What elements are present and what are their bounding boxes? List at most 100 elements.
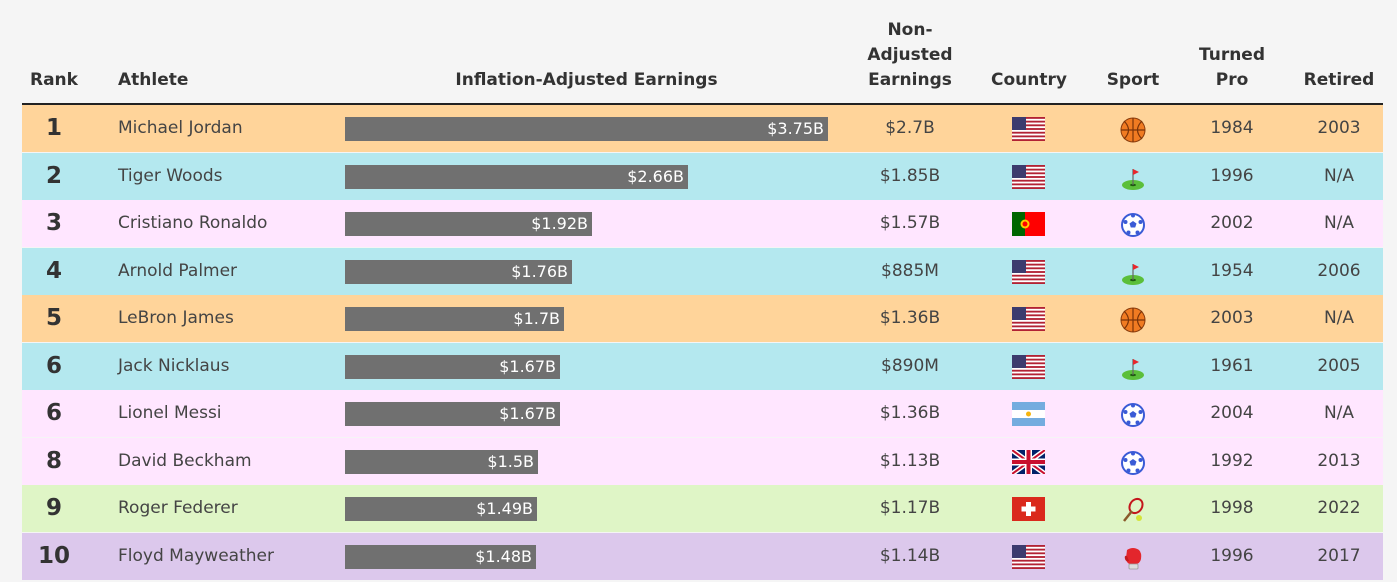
- table-row: 8 David Beckham $1.5B $1.13B 1992 2013: [22, 437, 1383, 485]
- nonadjusted-earnings-cell: $1.14B: [879, 545, 941, 566]
- retired-cell: N/A: [1323, 165, 1355, 186]
- us-flag-icon: [1012, 544, 1045, 569]
- retired-cell: N/A: [1323, 213, 1355, 233]
- us-flag-icon: [1012, 164, 1045, 189]
- athlete-name: Floyd Mayweather: [118, 545, 274, 566]
- table-row: 10 Floyd Mayweather $1.48B $1.14B 1996 2017: [22, 532, 1383, 580]
- boxing-icon: [1119, 544, 1147, 572]
- us-flag-icon: [1012, 259, 1045, 284]
- nonadjusted-earnings-cell: $1.36B: [879, 403, 941, 423]
- table-row: 5 LeBron James $1.7B $1.36B 2003 N/A: [22, 295, 1383, 342]
- rank-cell: 4: [45, 257, 62, 284]
- nonadjusted-earnings-cell: $1.17B: [879, 498, 941, 518]
- soccer-icon: [1119, 211, 1147, 239]
- turned-pro-cell: 1992: [1210, 450, 1254, 471]
- turned-pro-cell: 2003: [1210, 308, 1254, 328]
- header-athlete: Athlete: [118, 70, 189, 90]
- earnings-bar: $1.7B: [345, 307, 564, 331]
- earnings-bar: $1.48B: [345, 544, 536, 569]
- table-row: 6 Lionel Messi $1.67B $1.36B 2004 N/A: [22, 390, 1383, 437]
- athlete-name: Cristiano Ronaldo: [118, 213, 268, 233]
- nonadjusted-earnings-cell: $1.57B: [879, 213, 941, 233]
- turned-pro-cell: 1984: [1210, 118, 1254, 138]
- athlete-name: LeBron James: [118, 308, 234, 328]
- us-flag-icon: [1012, 354, 1045, 379]
- header-country: Country: [991, 70, 1067, 90]
- ar-flag-icon: [1012, 402, 1045, 426]
- retired-cell: 2003: [1317, 118, 1361, 138]
- turned-pro-cell: 1996: [1210, 545, 1254, 566]
- turned-pro-cell: 1961: [1210, 355, 1254, 376]
- earnings-bar: $1.92B: [345, 212, 592, 236]
- earnings-bar-label: $1.76B: [511, 261, 568, 281]
- header-turned-pro-line2: Pro: [1215, 70, 1249, 90]
- turned-pro-cell: 1954: [1210, 260, 1254, 281]
- earnings-bar-label: $1.7B: [513, 309, 560, 328]
- earnings-bar: $1.5B: [345, 449, 538, 474]
- header-nonadjusted-line2: Adjusted: [867, 45, 953, 65]
- nonadjusted-earnings-cell: $1.85B: [879, 165, 941, 186]
- earnings-bar-label: $1.5B: [487, 451, 534, 471]
- earnings-bar-label: $2.66B: [627, 166, 684, 186]
- rank-cell: 1: [45, 115, 62, 141]
- turned-pro-cell: 2002: [1210, 213, 1254, 233]
- nonadjusted-earnings-cell: $1.36B: [879, 308, 941, 328]
- header-turned-pro-line1: Turned: [1198, 45, 1266, 65]
- basketball-icon: [1119, 306, 1147, 334]
- nonadjusted-earnings-cell: $890M: [881, 355, 939, 376]
- nonadjusted-earnings-cell: $885M: [881, 260, 939, 281]
- athlete-name: Michael Jordan: [118, 118, 243, 138]
- retired-cell: 2017: [1317, 545, 1361, 566]
- header-rank: Rank: [30, 70, 78, 90]
- rank-cell: 6: [45, 400, 62, 426]
- athlete-name: Arnold Palmer: [118, 260, 238, 281]
- us-flag-icon: [1012, 307, 1045, 331]
- earnings-table: Rank Athlete Inflation-Adjusted Earnings…: [22, 0, 1383, 582]
- golf-icon: [1119, 354, 1147, 382]
- pt-flag-icon: [1012, 212, 1045, 236]
- header-nonadjusted-line1: Non-: [887, 20, 933, 40]
- golf-icon: [1119, 259, 1147, 287]
- earnings-bar-label: $1.67B: [499, 404, 556, 423]
- earnings-bar: $1.67B: [345, 354, 560, 379]
- golf-icon: [1119, 164, 1147, 192]
- earnings-bar-label: $1.67B: [499, 356, 556, 376]
- earnings-bar-label: $1.49B: [476, 499, 533, 518]
- table-row: 6 Jack Nicklaus $1.67B $890M 1961 2005: [22, 342, 1383, 390]
- table-row: 3 Cristiano Ronaldo $1.92B $1.57B 2002 N/A: [22, 200, 1383, 247]
- rank-cell: 8: [45, 447, 62, 474]
- rank-cell: 2: [45, 162, 62, 189]
- earnings-bar-label: $3.75B: [767, 119, 824, 138]
- turned-pro-cell: 2004: [1210, 403, 1254, 423]
- earnings-bar-label: $1.92B: [531, 214, 588, 233]
- header-turned-pro: Turned Pro: [1187, 43, 1277, 93]
- earnings-bar: $3.75B: [345, 117, 828, 141]
- retired-cell: 2005: [1317, 355, 1361, 376]
- athlete-name: Tiger Woods: [118, 165, 223, 186]
- ch-flag-icon: [1012, 497, 1045, 521]
- earnings-bar: $1.76B: [345, 259, 572, 284]
- basketball-icon: [1119, 116, 1147, 144]
- turned-pro-cell: 1998: [1210, 498, 1254, 518]
- turned-pro-cell: 1996: [1210, 165, 1254, 186]
- nonadjusted-earnings-cell: $1.13B: [879, 450, 941, 471]
- table-row: 4 Arnold Palmer $1.76B $885M 1954 2006: [22, 247, 1383, 295]
- header-nonadjusted: Non- Adjusted Earnings: [855, 18, 965, 93]
- tennis-icon: [1119, 496, 1147, 524]
- retired-cell: 2022: [1317, 498, 1361, 518]
- athlete-name: Roger Federer: [118, 498, 238, 518]
- table-row: 9 Roger Federer $1.49B $1.17B 1998 2022: [22, 485, 1383, 532]
- earnings-bar-label: $1.48B: [475, 546, 532, 566]
- athlete-name: David Beckham: [118, 450, 252, 471]
- rank-cell: 5: [45, 305, 62, 331]
- nonadjusted-earnings-cell: $2.7B: [885, 118, 935, 138]
- rank-cell: 6: [45, 352, 62, 379]
- table-row: 2 Tiger Woods $2.66B $1.85B 1996 N/A: [22, 152, 1383, 200]
- rank-cell: 3: [45, 210, 62, 236]
- athlete-name: Jack Nicklaus: [118, 355, 230, 376]
- earnings-bar: $1.67B: [345, 402, 560, 426]
- earnings-bar: $2.66B: [345, 164, 688, 189]
- header-retired: Retired: [1303, 70, 1375, 90]
- table-header: Rank Athlete Inflation-Adjusted Earnings…: [22, 0, 1383, 105]
- rank-cell: 9: [45, 495, 62, 521]
